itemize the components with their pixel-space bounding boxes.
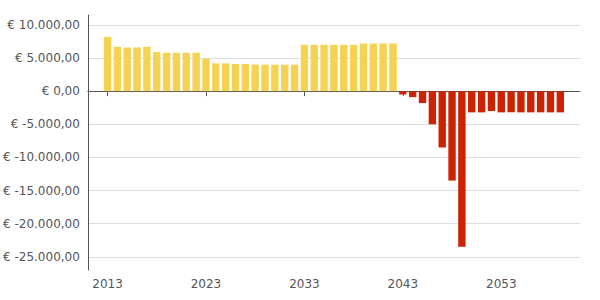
svg-text:2033: 2033 (289, 277, 320, 291)
svg-text:2013: 2013 (92, 277, 123, 291)
svg-text:€ 0,00: € 0,00 (42, 84, 80, 98)
svg-text:€ -15.000,00: € -15.000,00 (3, 184, 80, 198)
svg-text:2023: 2023 (191, 277, 222, 291)
svg-text:2053: 2053 (486, 277, 517, 291)
svg-text:2043: 2043 (388, 277, 419, 291)
svg-text:€ -5.000,00: € -5.000,00 (11, 117, 80, 131)
svg-text:€ 10.000,00: € 10.000,00 (7, 18, 80, 32)
svg-text:€ -10.000,00: € -10.000,00 (3, 150, 80, 164)
svg-text:€ 5.000,00: € 5.000,00 (15, 51, 80, 65)
svg-text:€ -25.000,00: € -25.000,00 (3, 250, 80, 264)
svg-text:€ -20.000,00: € -20.000,00 (3, 217, 80, 231)
